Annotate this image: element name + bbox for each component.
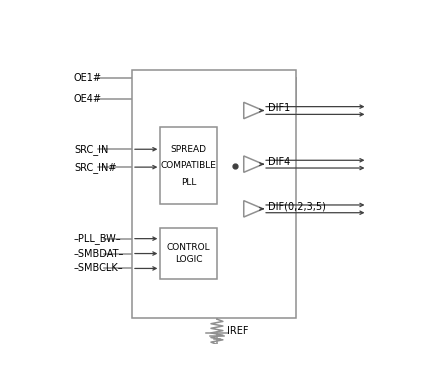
- Text: LOGIC: LOGIC: [175, 255, 202, 264]
- Text: SRC_IN: SRC_IN: [74, 144, 108, 155]
- Bar: [132, 70, 296, 318]
- Text: OE4#: OE4#: [74, 94, 102, 104]
- Text: –SMBCLK–: –SMBCLK–: [74, 264, 124, 274]
- Polygon shape: [244, 102, 263, 119]
- Text: SRC_IN#: SRC_IN#: [74, 162, 116, 173]
- Text: OE1#: OE1#: [74, 73, 102, 83]
- Text: CONTROL: CONTROL: [167, 243, 210, 252]
- Text: IREF: IREF: [227, 326, 249, 336]
- Text: –PLL_BW–: –PLL_BW–: [74, 233, 121, 244]
- Text: DIF(0,2,3,5): DIF(0,2,3,5): [267, 202, 325, 212]
- Polygon shape: [244, 200, 263, 217]
- Bar: [160, 228, 217, 279]
- Text: SPREAD: SPREAD: [171, 145, 206, 154]
- Polygon shape: [244, 156, 263, 172]
- Bar: [160, 127, 217, 204]
- Text: DIF1: DIF1: [267, 103, 290, 113]
- Text: COMPATIBLE: COMPATIBLE: [161, 161, 216, 170]
- Text: DIF4: DIF4: [267, 157, 290, 167]
- Text: PLL: PLL: [181, 178, 196, 187]
- Text: –SMBDAT–: –SMBDAT–: [74, 248, 124, 259]
